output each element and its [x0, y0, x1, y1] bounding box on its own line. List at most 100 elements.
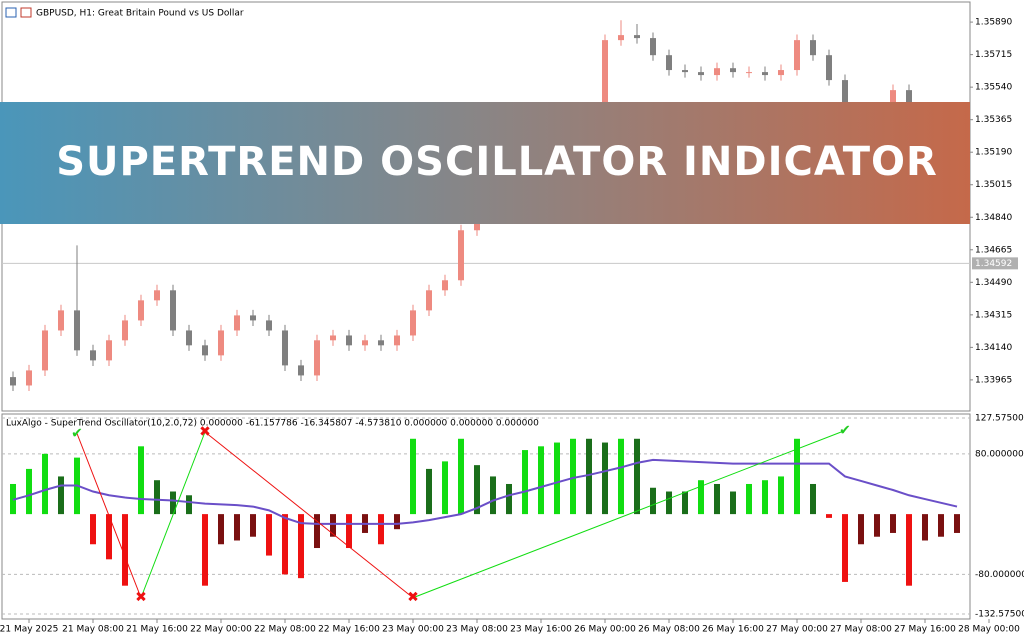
histogram-bar [266, 514, 272, 556]
candle-body [714, 68, 720, 76]
oscillator-title: LuxAlgo - SuperTrend Oscillator(10,2.0,7… [6, 419, 539, 429]
signal-marker: ✔ [71, 426, 83, 442]
histogram-bar [26, 468, 32, 515]
histogram-bar [586, 438, 592, 515]
histogram-bar [474, 465, 480, 515]
candle-body [138, 300, 144, 321]
candle-body [154, 290, 160, 301]
candle-body [74, 310, 80, 351]
x-tick-label: 22 May 08:00 [254, 625, 316, 635]
histogram-bar [490, 476, 496, 515]
histogram-bar [730, 491, 736, 515]
candle-body [746, 72, 752, 74]
y-tick-label: 1.34315 [975, 310, 1012, 320]
x-tick-label: 23 May 00:00 [382, 625, 444, 635]
histogram-bar [106, 514, 112, 560]
y-tick-label: -80.000000 [975, 570, 1024, 580]
histogram-bar [922, 514, 928, 541]
histogram-bar [58, 476, 64, 515]
candle-body [842, 80, 848, 111]
candle-body [202, 345, 208, 356]
histogram-bar [506, 483, 512, 515]
x-tick-label: 27 May 08:00 [830, 625, 892, 635]
candle-body [794, 40, 800, 71]
plot-layer: 1.35890 1.35715 1.35540 1.35365 1.35190 1.350… [0, 18, 1024, 635]
candle-body [298, 365, 304, 376]
candle-body [826, 55, 832, 81]
candle-body [650, 38, 656, 56]
histogram-bar [794, 438, 800, 515]
candle-body [58, 310, 64, 331]
histogram-bar [650, 487, 656, 515]
signal-link [76, 433, 142, 598]
y-tick-label: 1.35715 [975, 50, 1012, 60]
histogram-bar [906, 514, 912, 586]
last-price-label: 1.34592 [975, 259, 1012, 269]
histogram-bar [346, 514, 352, 549]
candle-body [890, 90, 896, 111]
y-tick-label: 1.34490 [975, 278, 1012, 288]
histogram-bar [602, 442, 608, 515]
y-tick-label: 1.35540 [975, 83, 1012, 93]
signal-marker: ✖ [407, 590, 419, 606]
banner-band [0, 102, 970, 224]
candle-body [682, 70, 688, 73]
histogram-bar [250, 514, 256, 537]
x-tick-label: 21 May 2025 [0, 625, 58, 635]
histogram-bar [858, 514, 864, 545]
histogram-bar [202, 514, 208, 586]
candle-body [170, 290, 176, 331]
histogram-bar [122, 514, 128, 586]
histogram-bar [314, 514, 320, 549]
banner-title: SUPERTREND OSCILLATOR INDICATOR [56, 139, 938, 185]
x-tick-label: 27 May 16:00 [894, 625, 956, 635]
histogram-bar [874, 514, 880, 537]
histogram-bar [826, 514, 832, 518]
trend-line [12, 458, 958, 525]
histogram-bar [330, 514, 336, 537]
last-price-box [972, 257, 1018, 270]
signal-link [204, 431, 414, 599]
signal-link [140, 431, 206, 598]
x-tick-label: 22 May 00:00 [190, 625, 252, 635]
y-tick-label: 1.35015 [975, 180, 1012, 190]
y-tick-label: 1.34840 [975, 213, 1012, 223]
y-tick-label: 80.000000 [975, 449, 1024, 459]
x-tick-label: 28 May 00:00 [958, 625, 1020, 635]
y-tick-label: 1.34665 [975, 245, 1012, 255]
candle-body [10, 377, 16, 386]
histogram-bar [938, 514, 944, 537]
signal-link [412, 430, 846, 599]
histogram-bar [282, 514, 288, 575]
x-tick-label: 21 May 08:00 [62, 625, 124, 635]
candle-body [762, 72, 768, 76]
histogram-bar [234, 514, 240, 541]
candle-body [730, 68, 736, 73]
x-tick-label: 23 May 08:00 [446, 625, 508, 635]
histogram-bar [746, 483, 752, 515]
histogram-bar [714, 483, 720, 515]
histogram-bar [394, 514, 400, 530]
candle-body [346, 335, 352, 346]
x-tick-label: 26 May 00:00 [574, 625, 636, 635]
histogram-bar [170, 491, 176, 515]
oscillator-panel [1, 413, 971, 620]
candle-body [234, 315, 240, 331]
candle-body [330, 335, 336, 341]
histogram-bar [538, 446, 544, 515]
histogram-bar [954, 514, 960, 533]
y-tick-label: 1.35190 [975, 148, 1012, 158]
candle-body [106, 340, 112, 361]
signal-marker: ✔ [839, 422, 851, 438]
histogram-bar [618, 438, 624, 515]
histogram-bar [90, 514, 96, 545]
x-tick-label: 27 May 00:00 [766, 625, 828, 635]
candle-body [666, 55, 672, 71]
histogram-bar [666, 491, 672, 515]
candle-body [634, 35, 640, 39]
histogram-bar [410, 438, 416, 515]
histogram-bar [138, 446, 144, 515]
x-tick-label: 23 May 16:00 [510, 625, 572, 635]
histogram-bar [298, 514, 304, 579]
